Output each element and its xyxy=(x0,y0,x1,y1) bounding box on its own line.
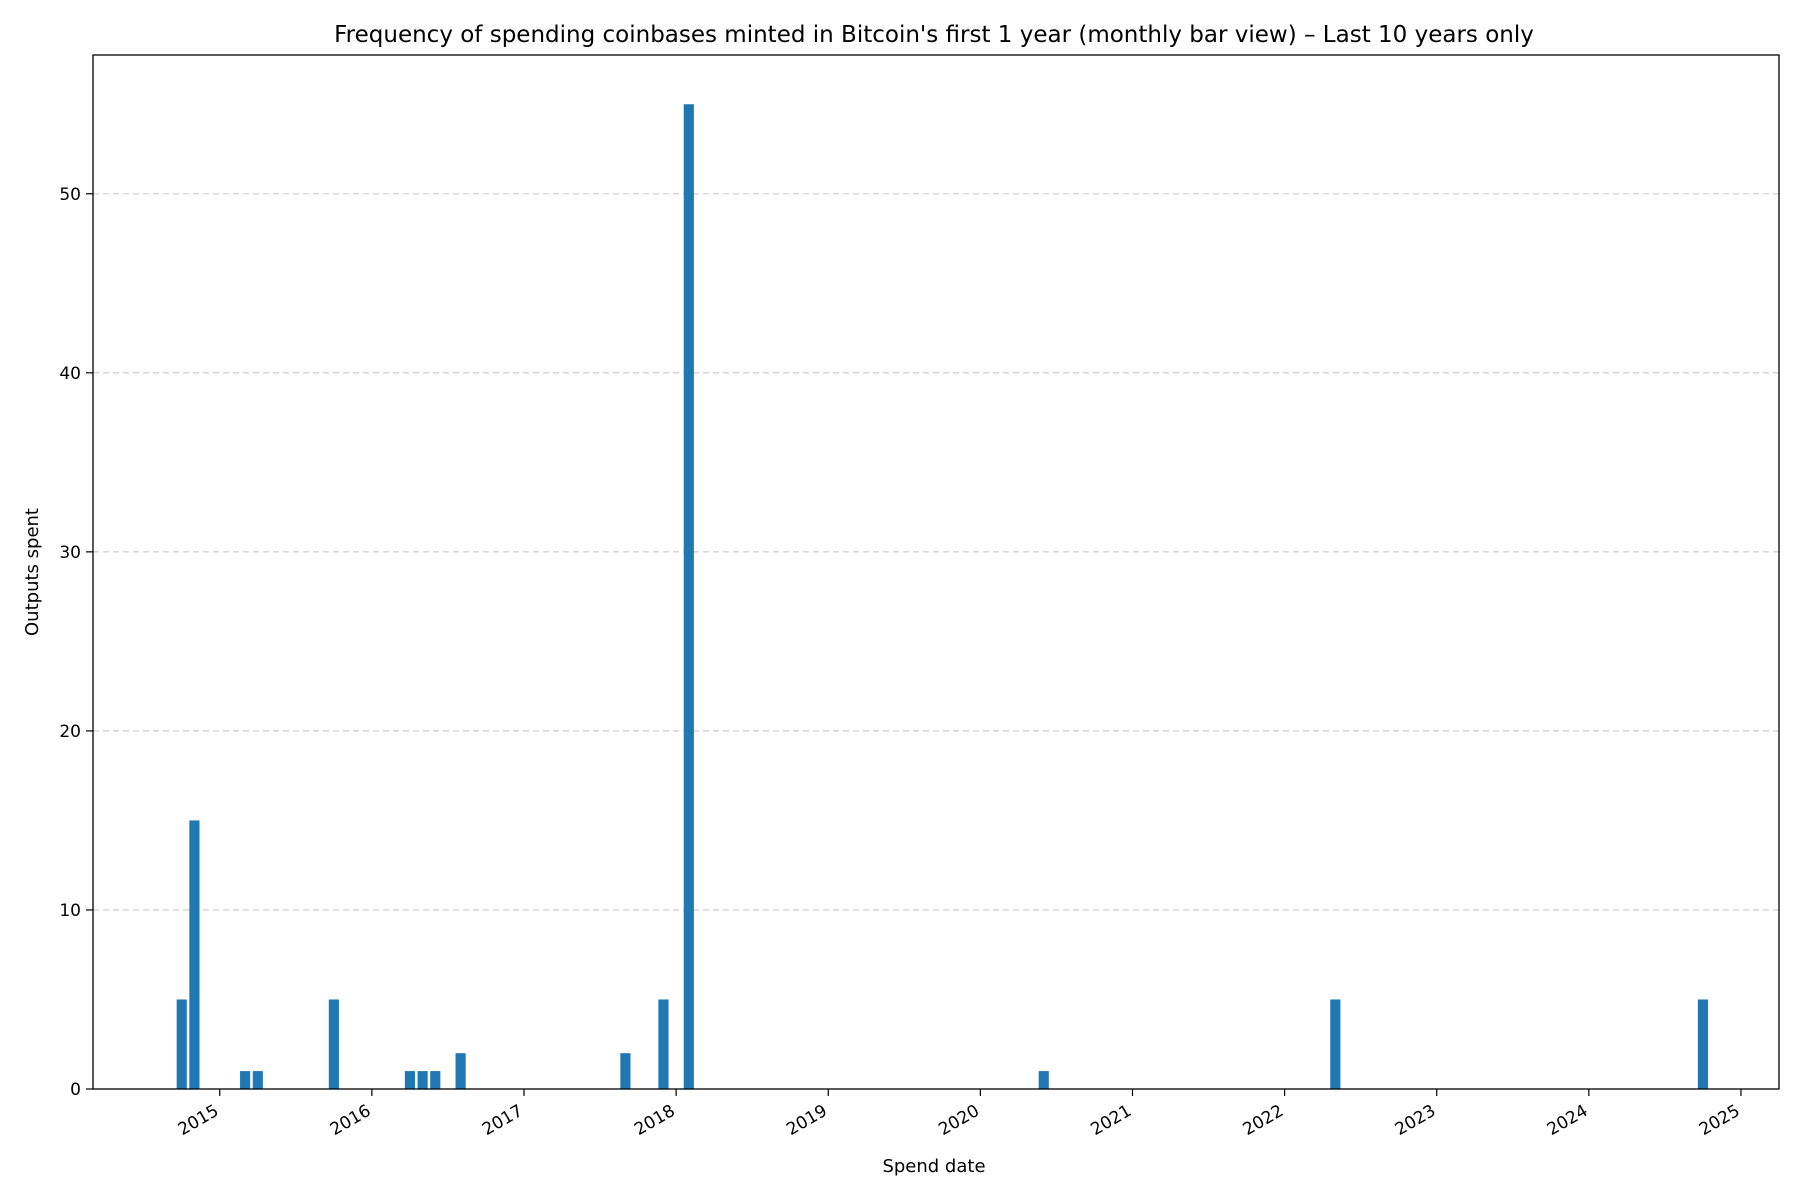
x-tick-label: 2023 xyxy=(1392,1101,1439,1140)
x-tick-label: 2019 xyxy=(783,1101,830,1140)
x-tick-label: 2017 xyxy=(479,1101,526,1140)
x-axis-label: Spend date xyxy=(882,1156,985,1177)
bar xyxy=(1697,999,1709,1089)
x-tick-label: 2018 xyxy=(631,1101,678,1140)
bar xyxy=(683,104,694,1089)
bar xyxy=(176,999,187,1089)
x-tick-label: 2015 xyxy=(175,1101,222,1140)
bar xyxy=(404,1071,415,1089)
bar xyxy=(328,999,339,1089)
x-tick-label: 2016 xyxy=(327,1101,374,1140)
y-tick-label: 10 xyxy=(59,901,81,921)
y-tick-label: 50 xyxy=(59,185,81,205)
bar xyxy=(252,1071,263,1089)
x-tick-label: 2022 xyxy=(1240,1101,1287,1140)
bar xyxy=(658,999,669,1089)
y-tick-label: 20 xyxy=(59,722,81,742)
y-tick-label: 0 xyxy=(70,1080,81,1100)
bar xyxy=(240,1071,251,1089)
bar xyxy=(455,1053,466,1089)
plot-frame xyxy=(92,54,1780,1090)
bar xyxy=(417,1071,428,1089)
bar xyxy=(1038,1071,1049,1089)
bar xyxy=(620,1053,631,1089)
x-tick-label: 2021 xyxy=(1088,1101,1135,1140)
x-tick-label: 2020 xyxy=(935,1101,982,1140)
chart-title: Frequency of spending coinbases minted i… xyxy=(334,22,1534,48)
bar xyxy=(1330,999,1341,1089)
bar xyxy=(430,1071,441,1089)
x-tick-label: 2024 xyxy=(1544,1101,1591,1140)
y-tick-label: 30 xyxy=(59,543,81,563)
y-tick-label: 40 xyxy=(59,364,81,384)
y-axis: 0 10 20 30 40 50 xyxy=(59,185,93,1100)
grid-lines xyxy=(93,193,1779,911)
x-tick-label: 2025 xyxy=(1696,1101,1743,1140)
x-axis: 2015 2016 2017 2018 2019 2020 2021 2022 2023 2024… xyxy=(175,1089,1743,1140)
bars xyxy=(176,104,1709,1089)
bar xyxy=(189,820,200,1089)
y-axis-label: Outputs spent xyxy=(22,508,43,636)
